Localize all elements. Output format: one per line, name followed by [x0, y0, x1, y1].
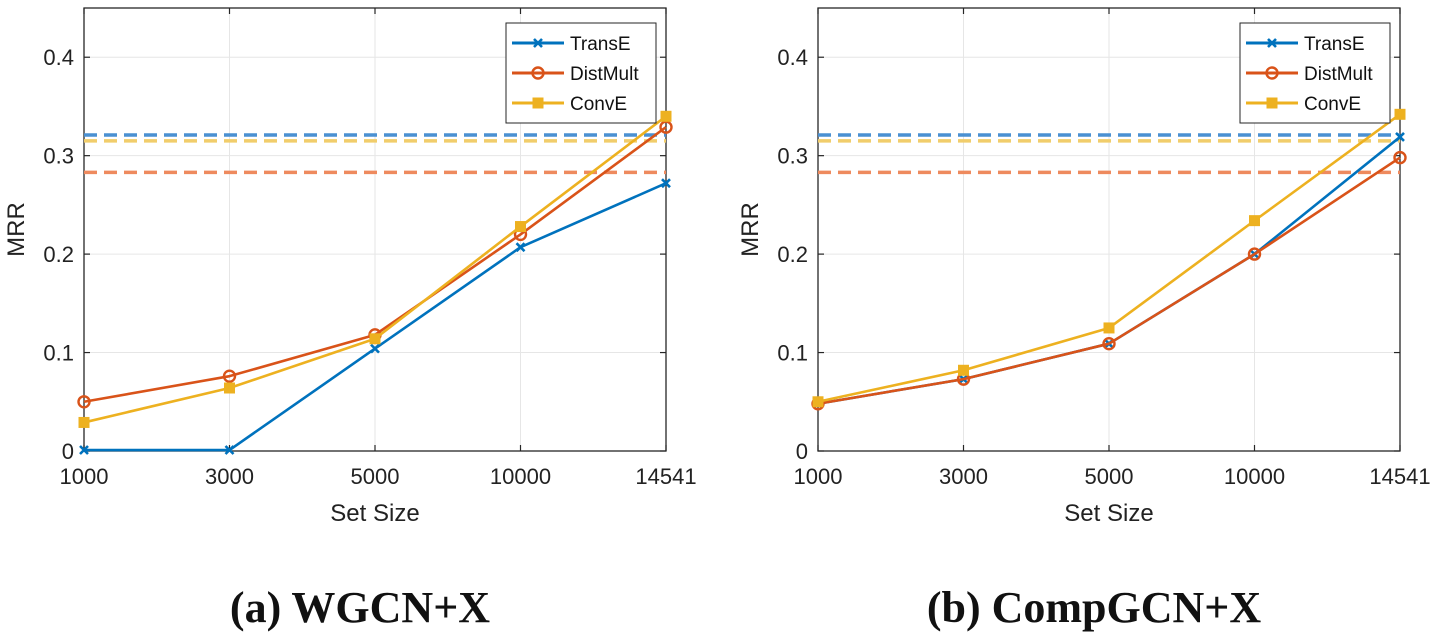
- point-distmult: [1247, 247, 1262, 261]
- point-conve: [1103, 322, 1115, 334]
- y-tick-label: 0.2: [777, 242, 808, 267]
- point-conve: [515, 221, 526, 233]
- y-tick-label: 0.3: [43, 144, 74, 169]
- legend-label: ConvE: [1304, 94, 1361, 115]
- point-transe: [370, 343, 380, 354]
- point-conve: [369, 333, 381, 345]
- y-tick-label: 0.4: [777, 45, 808, 70]
- point-conve: [958, 364, 969, 376]
- panel-0: 1000 3000 5000 10000 14541 0 0.1 0.2 0.3 0.4 Set S…: [3, 7, 697, 527]
- point-distmult: [222, 369, 237, 383]
- point-distmult: [1102, 336, 1116, 351]
- panel-1: 1000 3000 5000 10000 14541 0 0.1 0.2 0.3 0.4 Set S…: [737, 7, 1431, 527]
- point-transe: [79, 445, 89, 455]
- legend-marker: [532, 97, 544, 109]
- y-tick-label: 0.1: [777, 341, 808, 366]
- panel-caption: (a) WGCN+X: [230, 583, 490, 632]
- legend-marker: [533, 38, 543, 48]
- x-tick-label: 1000: [60, 464, 109, 489]
- legend: TransE DistMult ConvE: [505, 22, 657, 124]
- series-line-distmult: [817, 156, 1401, 406]
- point-conve: [812, 396, 824, 408]
- x-tick-label: 3000: [205, 464, 254, 489]
- legend-label: TransE: [1304, 34, 1365, 55]
- y-axis-label: MRR: [3, 202, 30, 257]
- y-tick-label: 0.1: [43, 341, 74, 366]
- x-axis-label: Set Size: [330, 500, 419, 527]
- point-conve: [660, 110, 672, 122]
- panel-caption: (b) CompGCN+X: [927, 583, 1262, 632]
- legend-label: DistMult: [570, 64, 639, 85]
- legend-marker: [1267, 38, 1277, 48]
- point-distmult: [1393, 150, 1407, 165]
- legend-marker: [531, 66, 545, 80]
- x-tick-label: 10000: [490, 464, 551, 489]
- x-tick-label: 10000: [1224, 464, 1285, 489]
- legend-marker: [1266, 97, 1278, 109]
- x-tick-label: 5000: [351, 464, 400, 489]
- x-tick-label: 1000: [794, 464, 843, 489]
- y-axis-label: MRR: [737, 202, 764, 257]
- point-transe: [515, 242, 526, 253]
- x-tick-label: 3000: [939, 464, 988, 489]
- y-tick-label: 0.4: [43, 45, 74, 70]
- y-tick-label: 0.2: [43, 242, 74, 267]
- legend-label: TransE: [570, 34, 631, 55]
- x-tick-label: 5000: [1085, 464, 1134, 489]
- legend: TransE DistMult ConvE: [1239, 22, 1391, 124]
- point-transe: [1395, 132, 1405, 142]
- legend-label: DistMult: [1304, 64, 1373, 85]
- point-transe: [661, 178, 671, 189]
- y-tick-label: 0: [796, 439, 808, 464]
- legend-label: ConvE: [570, 94, 627, 115]
- x-tick-label: 14541: [635, 464, 696, 489]
- y-tick-label: 0: [62, 439, 74, 464]
- point-conve: [224, 382, 235, 394]
- point-conve: [1394, 108, 1406, 120]
- point-conve: [1249, 215, 1260, 227]
- x-axis-label: Set Size: [1064, 500, 1153, 527]
- point-transe: [224, 445, 235, 455]
- point-distmult: [77, 395, 91, 409]
- y-tick-label: 0.3: [777, 144, 808, 169]
- point-conve: [78, 416, 90, 428]
- legend-marker: [1265, 66, 1279, 80]
- x-tick-label: 14541: [1369, 464, 1430, 489]
